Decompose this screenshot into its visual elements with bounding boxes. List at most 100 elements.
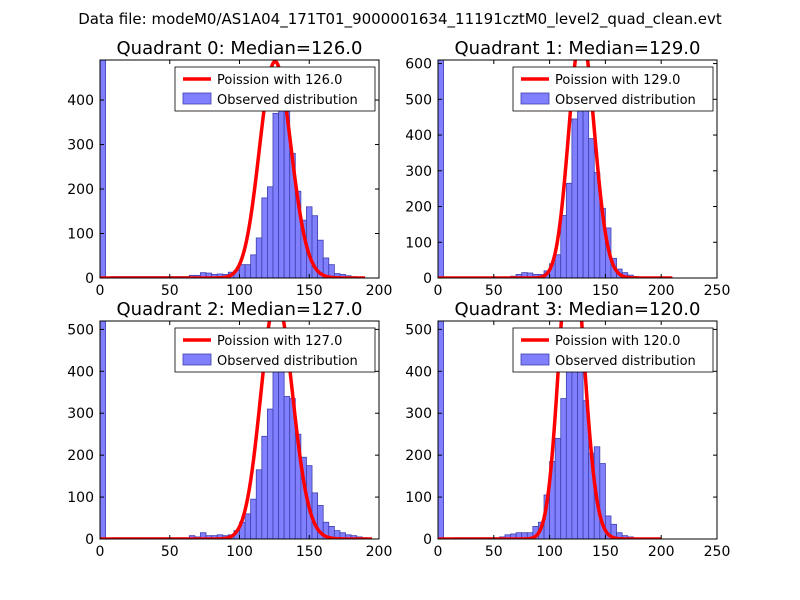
x-tick-label: 0 <box>434 544 443 560</box>
x-tick-label: 0 <box>434 283 443 299</box>
histogram-bar <box>554 437 562 539</box>
legend-line-label: Poission with 129.0 <box>555 73 680 88</box>
histogram-bar <box>244 513 252 539</box>
histogram-bar <box>582 106 590 278</box>
histogram-bar <box>283 396 291 539</box>
y-tick-label: 0 <box>85 532 94 548</box>
x-tick-label: 200 <box>648 544 675 560</box>
x-tick-label: 50 <box>485 544 503 560</box>
x-tick-label: 250 <box>704 544 731 560</box>
y-tick-label: 0 <box>423 271 432 287</box>
x-tick-label: 150 <box>592 544 619 560</box>
histogram-bar <box>261 197 268 278</box>
legend: Poission with 129.0 Observed distribution <box>512 66 714 112</box>
histogram-bar <box>328 264 335 278</box>
y-tick-label: 500 <box>405 92 432 108</box>
histogram-bar <box>244 264 252 278</box>
y-tick-label: 500 <box>405 322 432 338</box>
x-tick-label: 200 <box>366 283 393 299</box>
x-tick-label: 150 <box>296 544 323 560</box>
histogram-bar <box>560 398 567 539</box>
quadrant-3-panel: 0 50 100 150 200 250 0 100 200 300 400 500 Quadrant … <box>405 299 731 560</box>
x-tick-label: 50 <box>161 283 179 299</box>
histogram-bar <box>261 435 268 539</box>
histogram-bar <box>278 362 285 539</box>
histogram-bar <box>100 60 106 278</box>
histogram-bar <box>560 215 567 278</box>
x-tick-label: 100 <box>226 544 253 560</box>
legend-bar-swatch <box>182 353 212 366</box>
y-tick-label: 400 <box>405 364 432 380</box>
x-tick-label: 100 <box>226 283 253 299</box>
x-tick-label: 250 <box>704 283 731 299</box>
panel-title: Quadrant 3: Median=120.0 <box>455 299 701 320</box>
legend: Poission with 127.0 Observed distribution <box>174 327 376 373</box>
y-tick-label: 0 <box>423 532 432 548</box>
x-tick-label: 200 <box>366 544 393 560</box>
y-tick-label: 200 <box>67 182 94 198</box>
x-tick-label: 150 <box>592 283 619 299</box>
legend-bar-label: Observed distribution <box>217 93 358 108</box>
x-tick-label: 0 <box>96 544 105 560</box>
y-tick-label: 300 <box>67 406 94 422</box>
histogram-bar <box>438 60 444 278</box>
legend: Poission with 126.0 Observed distribution <box>174 66 376 112</box>
x-tick-label: 100 <box>536 544 563 560</box>
histogram-bar <box>577 345 584 539</box>
y-tick-label: 100 <box>405 235 432 251</box>
histogram-bar <box>266 186 274 278</box>
legend-bar-swatch <box>520 92 550 105</box>
y-tick-label: 100 <box>67 490 94 506</box>
y-tick-label: 500 <box>67 322 94 338</box>
panel-title: Quadrant 2: Median=127.0 <box>117 299 363 320</box>
legend-bar-swatch <box>520 353 550 366</box>
quadrant-1-panel: 0 50 100 150 200 250 0 100 200 300 400 500 600 Quadra… <box>405 38 731 299</box>
panel-title: Quadrant 0: Median=126.0 <box>117 38 363 59</box>
y-tick-label: 200 <box>405 200 432 216</box>
x-tick-label: 50 <box>485 283 503 299</box>
quadrant-0-panel: 0 50 100 150 200 0 100 200 300 400 Quadrant 0: Med… <box>67 38 392 299</box>
histogram-bar <box>250 498 257 539</box>
histogram-bar <box>100 321 106 539</box>
histogram-bar <box>565 182 573 278</box>
histogram-bar <box>588 138 595 278</box>
y-tick-label: 400 <box>67 364 94 380</box>
y-tick-label: 300 <box>405 164 432 180</box>
legend-box <box>512 66 714 112</box>
legend-line-label: Poission with 126.0 <box>217 73 342 88</box>
histogram-bars <box>100 60 358 278</box>
plot-frame <box>437 59 718 279</box>
y-tick-label: 200 <box>405 448 432 464</box>
legend-bar-label: Observed distribution <box>555 93 696 108</box>
histogram-bars <box>438 321 634 539</box>
legend-bar-label: Observed distribution <box>217 354 358 369</box>
histogram-bar <box>278 108 285 278</box>
y-tick-label: 0 <box>85 271 94 287</box>
legend-bar-swatch <box>182 92 212 105</box>
x-tick-label: 200 <box>648 283 675 299</box>
legend-bar-label: Observed distribution <box>555 354 696 369</box>
y-tick-label: 100 <box>67 227 94 243</box>
x-tick-label: 0 <box>96 283 105 299</box>
histogram-bar <box>272 112 279 278</box>
y-tick-label: 300 <box>67 138 94 154</box>
quadrant-2-panel: 0 50 100 150 200 0 100 200 300 400 500 Quadrant 2: … <box>67 299 393 560</box>
y-tick-label: 600 <box>405 57 432 73</box>
figure-title: Data file: modeM0/AS1A04_171T01_90000016… <box>78 10 722 29</box>
panel-title: Quadrant 1: Median=129.0 <box>455 38 701 59</box>
poisson-fit-line <box>100 321 373 539</box>
legend-line-label: Poission with 127.0 <box>217 334 342 349</box>
histogram-bar <box>266 408 274 539</box>
poisson-fit-line <box>100 60 366 278</box>
x-tick-label: 100 <box>536 283 563 299</box>
y-tick-label: 300 <box>405 406 432 422</box>
x-tick-label: 50 <box>161 544 179 560</box>
legend-line-label: Poission with 120.0 <box>555 334 680 349</box>
histogram-bar <box>255 237 263 278</box>
legend: Poission with 120.0 Observed distribution <box>512 327 714 373</box>
y-tick-label: 200 <box>67 448 94 464</box>
histogram-bar <box>250 254 257 278</box>
y-tick-label: 100 <box>405 490 432 506</box>
y-tick-label: 400 <box>67 93 94 109</box>
